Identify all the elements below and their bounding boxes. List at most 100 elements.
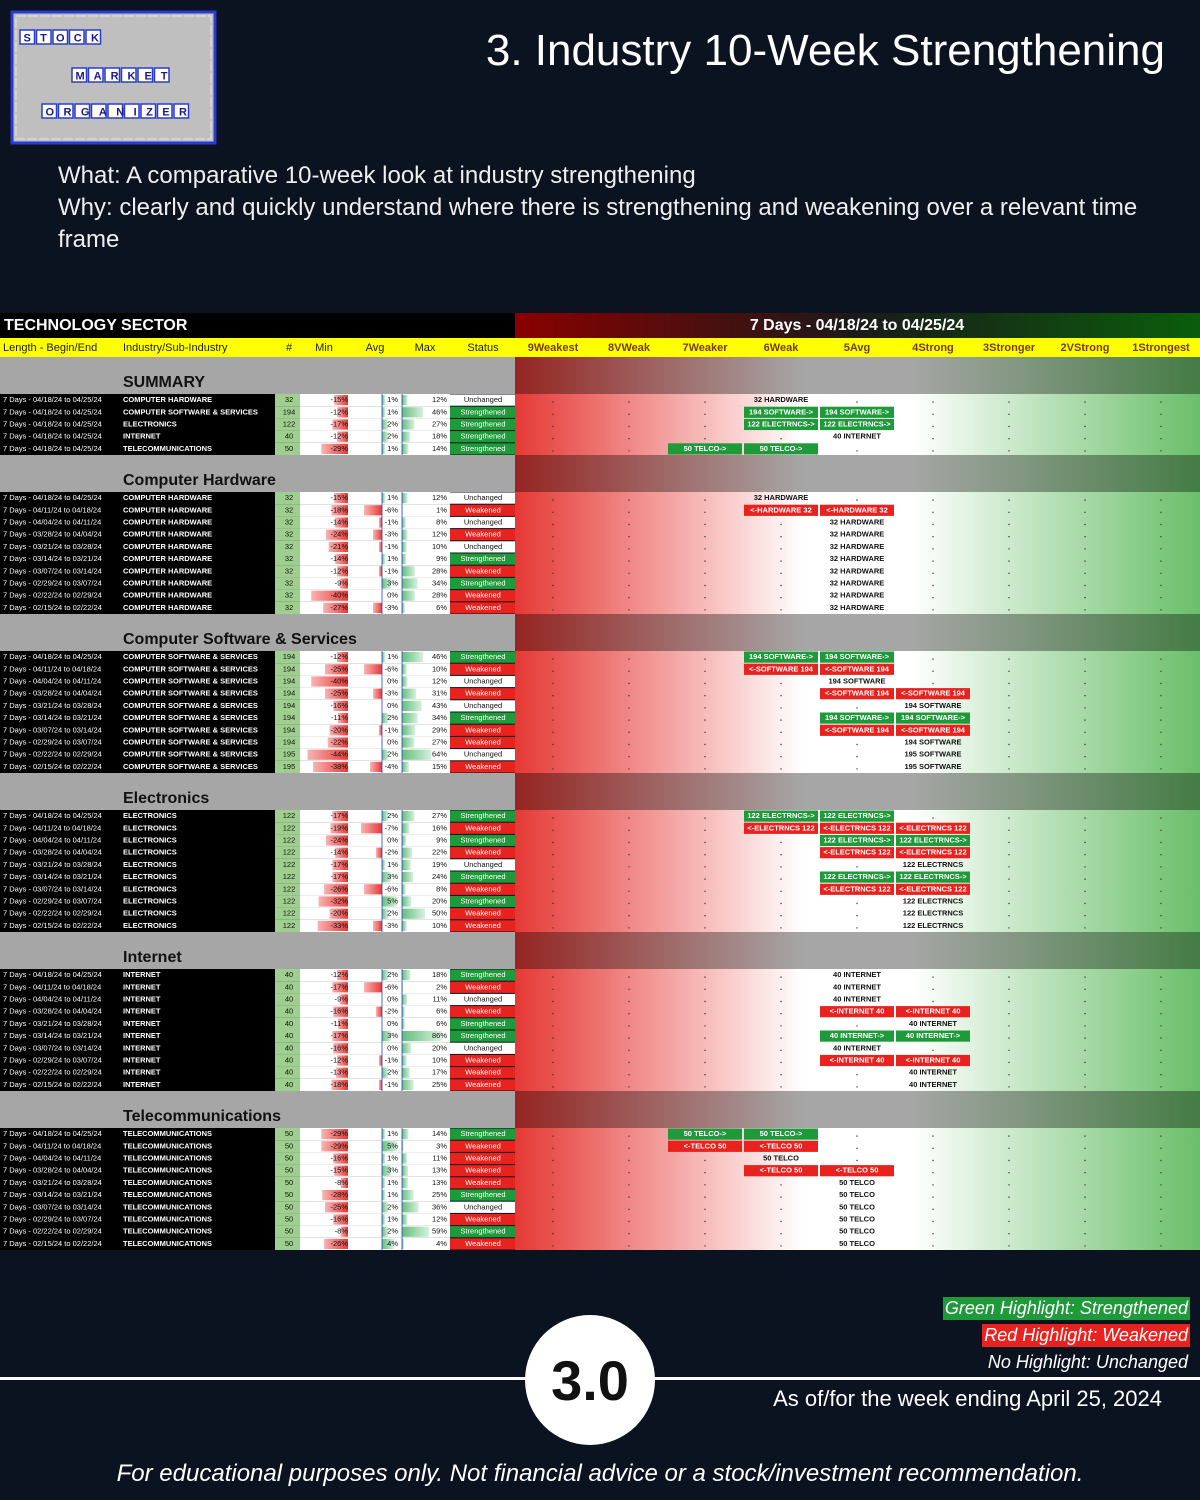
logo-tile bbox=[90, 103, 107, 119]
avg-bar bbox=[373, 529, 382, 540]
stat-value: -11% bbox=[331, 713, 348, 722]
row-count: 40 bbox=[285, 432, 293, 441]
avg-bar bbox=[382, 554, 385, 565]
max-bar bbox=[402, 1129, 409, 1140]
empty-dot bbox=[932, 536, 934, 538]
empty-dot bbox=[704, 927, 706, 929]
section-band bbox=[0, 455, 515, 492]
row-count: 122 bbox=[283, 884, 296, 893]
status-cell bbox=[450, 1054, 515, 1067]
empty-dot bbox=[1008, 1074, 1010, 1076]
empty-dot bbox=[628, 756, 630, 758]
row-industry: COMPUTER HARDWARE bbox=[123, 530, 212, 539]
empty-dot bbox=[628, 1025, 630, 1027]
position-label: 122 ELECTRNCS-> bbox=[823, 835, 891, 844]
stat-value: 1% bbox=[387, 493, 398, 502]
position-label: 50 TELCO-> bbox=[684, 1129, 727, 1138]
stat-value: -21% bbox=[330, 542, 348, 551]
stats-bg bbox=[300, 699, 450, 712]
max-bar bbox=[402, 554, 407, 565]
stat-value: -17% bbox=[330, 860, 348, 869]
row-count: 32 bbox=[285, 566, 293, 575]
empty-dot bbox=[628, 1159, 630, 1162]
stat-value: -17% bbox=[330, 811, 348, 820]
count-cell bbox=[275, 1017, 300, 1030]
row-label-bg bbox=[0, 907, 275, 920]
position-label: <-ELECTRNCS 122 bbox=[899, 823, 966, 832]
stat-value: 25% bbox=[432, 1190, 447, 1199]
min-bar bbox=[334, 493, 348, 504]
logo-tile bbox=[41, 103, 58, 119]
empty-dot bbox=[932, 401, 934, 403]
min-bar bbox=[339, 994, 348, 1005]
row-count: 122 bbox=[283, 419, 296, 428]
empty-dot bbox=[628, 915, 630, 917]
stat-value: 2% bbox=[387, 419, 398, 428]
row-industry: INTERNET bbox=[123, 1080, 161, 1089]
avg-bar bbox=[382, 896, 397, 907]
row-length: 7 Days - 04/11/24 to 04/18/24 bbox=[3, 823, 101, 832]
empty-dot bbox=[1084, 438, 1086, 440]
stats-bg bbox=[300, 1066, 450, 1079]
max-bar bbox=[402, 737, 415, 748]
stat-value: 13% bbox=[432, 1178, 447, 1187]
empty-dot bbox=[552, 584, 554, 587]
max-bar bbox=[402, 1165, 408, 1176]
logo-tile bbox=[173, 103, 190, 119]
row-length: 7 Days - 04/11/24 to 04/18/24 bbox=[3, 982, 101, 991]
row-label-bg bbox=[0, 1225, 275, 1238]
empty-dot bbox=[1084, 1208, 1086, 1210]
empty-dot bbox=[628, 523, 630, 526]
empty-dot bbox=[780, 866, 782, 868]
row-length: 7 Days - 03/07/24 to 03/14/24 bbox=[3, 1202, 102, 1211]
avg-bar bbox=[379, 1079, 382, 1090]
empty-dot bbox=[552, 1013, 554, 1015]
position-label: 32 HARDWARE bbox=[830, 517, 885, 526]
empty-dot bbox=[1084, 450, 1086, 452]
stat-value: -20% bbox=[330, 909, 348, 918]
row-length: 7 Days - 02/22/24 to 02/29/24 bbox=[3, 591, 102, 600]
empty-dot bbox=[1084, 756, 1086, 758]
empty-dot bbox=[552, 609, 554, 611]
empty-dot bbox=[856, 756, 858, 758]
stat-value: 2% bbox=[436, 982, 447, 991]
avg-bar bbox=[382, 970, 388, 981]
min-bar bbox=[332, 982, 348, 993]
empty-dot bbox=[628, 902, 630, 905]
row-status: Weakened bbox=[465, 603, 501, 612]
min-bar bbox=[339, 578, 348, 589]
row-status: Weakened bbox=[465, 823, 501, 832]
count-cell bbox=[275, 1042, 300, 1055]
empty-dot bbox=[780, 915, 782, 917]
row-status: Weakened bbox=[465, 591, 501, 600]
status-cell bbox=[450, 492, 515, 504]
empty-dot bbox=[704, 1184, 706, 1186]
count-cell bbox=[275, 895, 300, 908]
empty-dot bbox=[1008, 1196, 1010, 1198]
empty-dot bbox=[932, 609, 934, 611]
row-label-bg bbox=[0, 601, 275, 614]
position-label: 50 TELCO bbox=[839, 1178, 875, 1187]
stat-value: -20% bbox=[330, 725, 348, 734]
row-length: 7 Days - 02/29/24 to 03/07/24 bbox=[3, 737, 102, 746]
stat-value: 12% bbox=[432, 1214, 447, 1223]
stat-value: 34% bbox=[432, 713, 447, 722]
avg-bar bbox=[376, 1006, 382, 1017]
row-status: Unchanged bbox=[464, 676, 502, 685]
empty-dot bbox=[704, 609, 706, 611]
row-length: 7 Days - 03/07/24 to 03/14/24 bbox=[3, 725, 102, 734]
max-bar bbox=[402, 1153, 408, 1164]
row-length: 7 Days - 04/04/24 to 04/11/24 bbox=[3, 835, 101, 844]
position-label: <-ELECTRNCS 122 bbox=[823, 848, 890, 857]
empty-dot bbox=[856, 450, 858, 452]
empty-dot bbox=[932, 670, 934, 672]
empty-dot bbox=[1084, 658, 1086, 660]
empty-dot bbox=[1008, 1086, 1010, 1088]
status-cell bbox=[450, 724, 515, 736]
stat-value: -8% bbox=[335, 1178, 349, 1187]
empty-dot bbox=[552, 902, 554, 905]
empty-dot bbox=[1160, 915, 1162, 917]
avg-bar bbox=[382, 1226, 388, 1237]
row-industry: COMPUTER SOFTWARE & SERVICES bbox=[123, 664, 258, 673]
empty-dot bbox=[1008, 536, 1010, 538]
